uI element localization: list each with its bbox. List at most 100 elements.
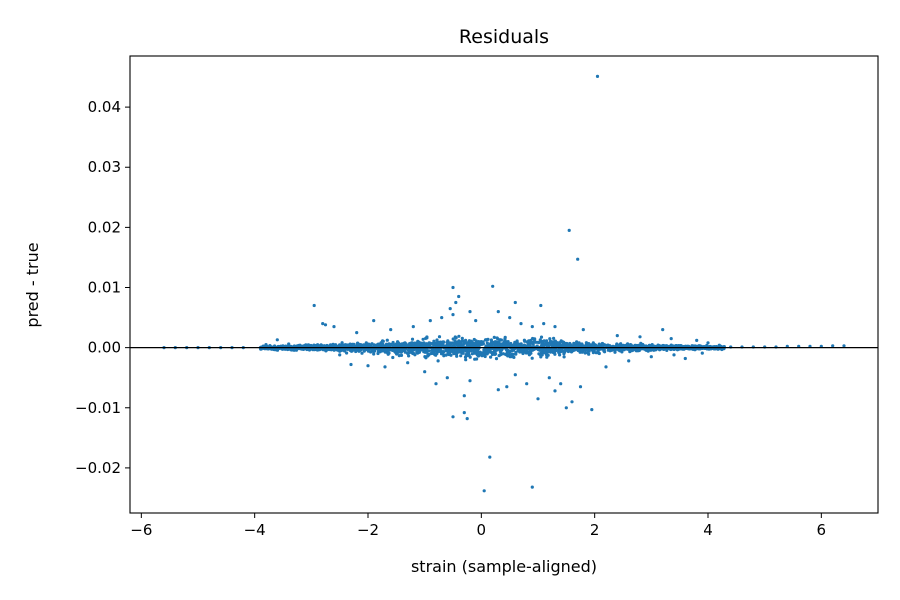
x-axis-ticks: −6 −4 −2 0 2 4 6 [130,513,826,539]
data-point [338,353,342,357]
data-point [583,351,587,355]
data-point [393,350,397,354]
data-point [594,351,598,355]
data-point [481,342,485,346]
y-tick-label: 0.04 [88,98,121,116]
data-point [494,343,498,347]
data-point [624,343,628,347]
data-point [478,342,482,346]
data-point [530,485,534,489]
data-point [337,347,341,351]
data-point [437,335,442,339]
data-point [462,340,466,344]
data-point [539,355,543,359]
data-point [486,337,490,341]
data-point [483,338,488,342]
data-point [486,350,490,354]
y-tick-label: −0.01 [75,399,121,417]
data-point [527,344,531,348]
data-point [558,353,562,357]
data-point [536,340,540,344]
data-point [525,340,529,344]
data-point [695,338,699,342]
data-point [503,335,507,339]
data-point [447,352,451,357]
data-point [627,359,631,363]
data-point [683,356,687,361]
data-point [518,350,522,354]
data-point [425,350,429,354]
data-point [615,334,619,338]
data-point [501,352,505,356]
data-point [580,350,584,354]
data-point [355,331,359,335]
data-point [489,338,493,342]
data-point [366,364,370,368]
data-point [430,349,434,353]
data-point [831,344,835,348]
data-point [639,341,643,345]
data-point [391,355,395,360]
data-point [545,355,549,359]
data-point [571,349,575,353]
data-point [287,342,291,346]
data-point [547,376,551,380]
data-point [470,352,474,356]
data-point [485,341,489,345]
data-point [478,350,482,354]
data-point [591,348,595,352]
data-point [597,351,601,356]
data-point [292,344,296,348]
data-point [462,411,466,415]
data-point [355,342,359,346]
data-point [504,348,508,352]
data-point [527,351,531,355]
data-point [601,342,605,346]
data-point [372,319,376,323]
data-point [294,348,298,352]
data-point [312,303,316,308]
data-point [469,349,473,353]
data-point [433,343,438,347]
data-point [493,350,497,354]
data-point [661,328,665,332]
data-point [464,358,468,362]
data-point [652,348,656,352]
data-point [539,335,544,339]
data-point [451,350,455,354]
data-point [549,342,553,346]
y-tick-label: 0.03 [88,158,121,176]
data-point [506,340,510,344]
data-point [448,341,452,345]
data-point [560,349,564,353]
data-point [415,350,419,354]
data-point [468,310,472,314]
x-tick-label: 6 [817,521,827,539]
data-point [497,354,501,358]
y-tick-label: −0.02 [75,459,121,477]
data-point [408,347,412,351]
data-point [540,341,544,345]
data-point [553,352,557,356]
data-point [543,350,547,355]
data-point [499,348,503,352]
data-point [300,347,304,351]
data-point [842,344,846,348]
data-point [478,353,482,357]
data-point [535,344,539,348]
data-point [457,294,461,299]
data-point [459,354,463,358]
data-point [411,325,415,329]
x-tick-label: 4 [703,521,713,539]
data-point [618,349,622,353]
data-point [430,342,434,346]
data-point [644,348,648,352]
data-point [346,347,350,351]
data-point [615,343,619,348]
data-point [366,349,370,353]
data-point [426,353,430,357]
data-point [628,350,632,354]
data-point [323,323,328,327]
